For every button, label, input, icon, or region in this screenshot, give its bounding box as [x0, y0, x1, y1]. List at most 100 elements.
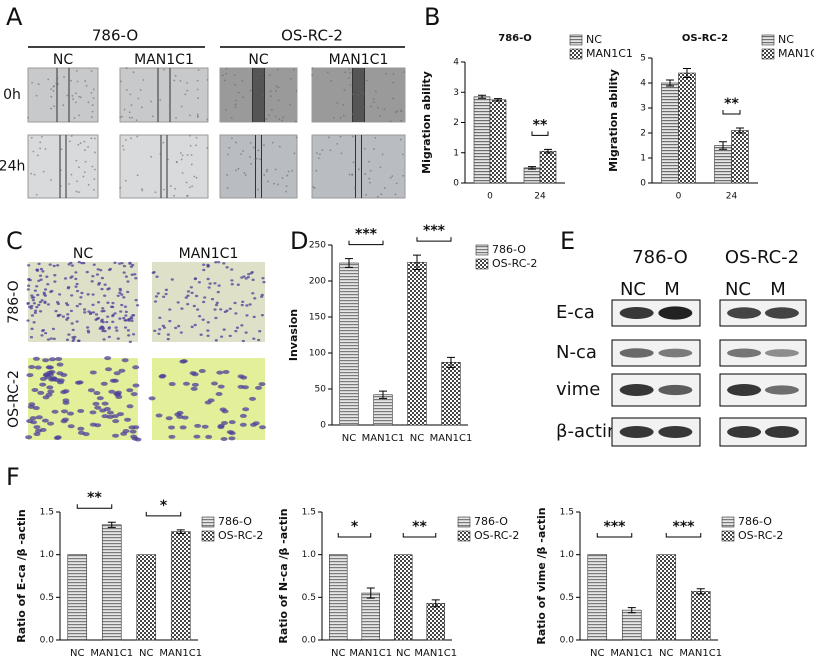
cell-dot [186, 81, 188, 84]
x-tick-label: MAN1C1 [349, 648, 392, 659]
cell-dot [190, 154, 193, 156]
column-label: NC [73, 246, 93, 262]
cell-dot [73, 117, 76, 119]
cell-dot [90, 91, 93, 94]
bar [170, 531, 191, 641]
stained-cell [228, 334, 232, 338]
cell-dot [321, 149, 324, 152]
y-tick-label: 1 [640, 154, 646, 164]
stained-cell [43, 288, 48, 291]
cell-dot [180, 158, 183, 161]
stained-cell [217, 384, 225, 389]
stained-cell [222, 369, 230, 374]
cell-dot [249, 89, 252, 92]
cell-dot [196, 88, 199, 91]
stained-cell [56, 362, 64, 367]
stained-cell [48, 377, 56, 382]
cell-dot [206, 147, 209, 149]
stained-cell [230, 279, 234, 282]
stained-cell [190, 386, 198, 391]
cell-dot [179, 152, 182, 154]
stained-cell [113, 261, 117, 264]
cell-dot [372, 101, 375, 104]
stained-cell [49, 337, 53, 340]
cell-dot [262, 94, 265, 97]
stained-cell [75, 320, 79, 323]
cell-dot [30, 172, 33, 175]
cell-dot [140, 106, 143, 109]
stained-cell [31, 298, 35, 302]
stained-cell [155, 275, 159, 278]
cell-dot [128, 111, 131, 114]
y-tick-label: 3 [453, 88, 459, 98]
stained-cell [66, 313, 70, 316]
stained-cell [69, 309, 74, 313]
error-bar [544, 148, 552, 154]
stained-cell [215, 301, 219, 305]
cell-dot [74, 92, 77, 95]
stained-cell [70, 275, 74, 278]
stained-cell [85, 270, 89, 274]
stained-cell [96, 268, 100, 271]
cell-dot [226, 174, 228, 176]
stained-cell [91, 274, 95, 278]
stained-cell [214, 339, 218, 342]
stained-cell [106, 315, 110, 318]
stained-cell [186, 302, 190, 306]
significance-bracket [722, 110, 741, 115]
cell-dot [235, 169, 237, 172]
stained-cell [207, 286, 211, 289]
stained-cell [132, 383, 140, 388]
cell-dot [137, 97, 140, 100]
stained-cell [48, 357, 56, 362]
cell-dot [378, 114, 381, 117]
legend-swatch [761, 48, 775, 60]
cell-dot [258, 158, 261, 161]
stained-cell [41, 270, 45, 273]
stained-cell [27, 284, 31, 287]
x-tick-label: NC [70, 648, 84, 659]
cell-dot [357, 93, 360, 96]
stained-cell [55, 356, 63, 361]
cell-dot [57, 83, 59, 85]
x-tick-label: NC [331, 648, 345, 659]
cell-dot [189, 144, 192, 147]
y-tick-label: 2 [640, 129, 646, 139]
protein-label: vime [556, 379, 600, 400]
microscopy-image [119, 67, 209, 123]
stained-cell [55, 301, 60, 304]
cell-dot [291, 169, 294, 172]
bar [329, 554, 348, 641]
y-tick-label: 0 [453, 179, 459, 189]
stained-cell [26, 373, 34, 378]
y-tick-label: 0 [640, 179, 646, 189]
cell-dot [75, 70, 78, 72]
cell-dot [364, 173, 367, 176]
cell-dot [326, 71, 329, 74]
cell-dot [85, 85, 88, 87]
stained-cell [83, 311, 87, 314]
cell-dot [93, 178, 96, 180]
stained-cell [39, 267, 44, 271]
stained-cell [190, 325, 194, 329]
stained-cell [51, 327, 56, 331]
stained-cell [162, 326, 167, 329]
stained-cell [70, 322, 74, 325]
cell-dot [352, 161, 355, 164]
stained-cell [32, 321, 36, 324]
bar [690, 591, 711, 641]
stained-cell [63, 277, 68, 280]
stained-cell [103, 283, 107, 286]
cell-dot [119, 186, 122, 189]
x-tick-label: NC [659, 648, 673, 659]
stained-cell [101, 307, 105, 310]
legend-swatch [475, 244, 489, 256]
column-label: MAN1C1 [134, 52, 194, 68]
cell-dot [395, 182, 398, 185]
y-axis-label: Ratio of N-ca /β -actin [277, 508, 290, 643]
stained-cell [97, 283, 101, 286]
stained-cell [33, 309, 38, 313]
column-label: NC [53, 52, 73, 68]
y-tick-label: 4 [453, 58, 459, 68]
bar [339, 262, 359, 426]
